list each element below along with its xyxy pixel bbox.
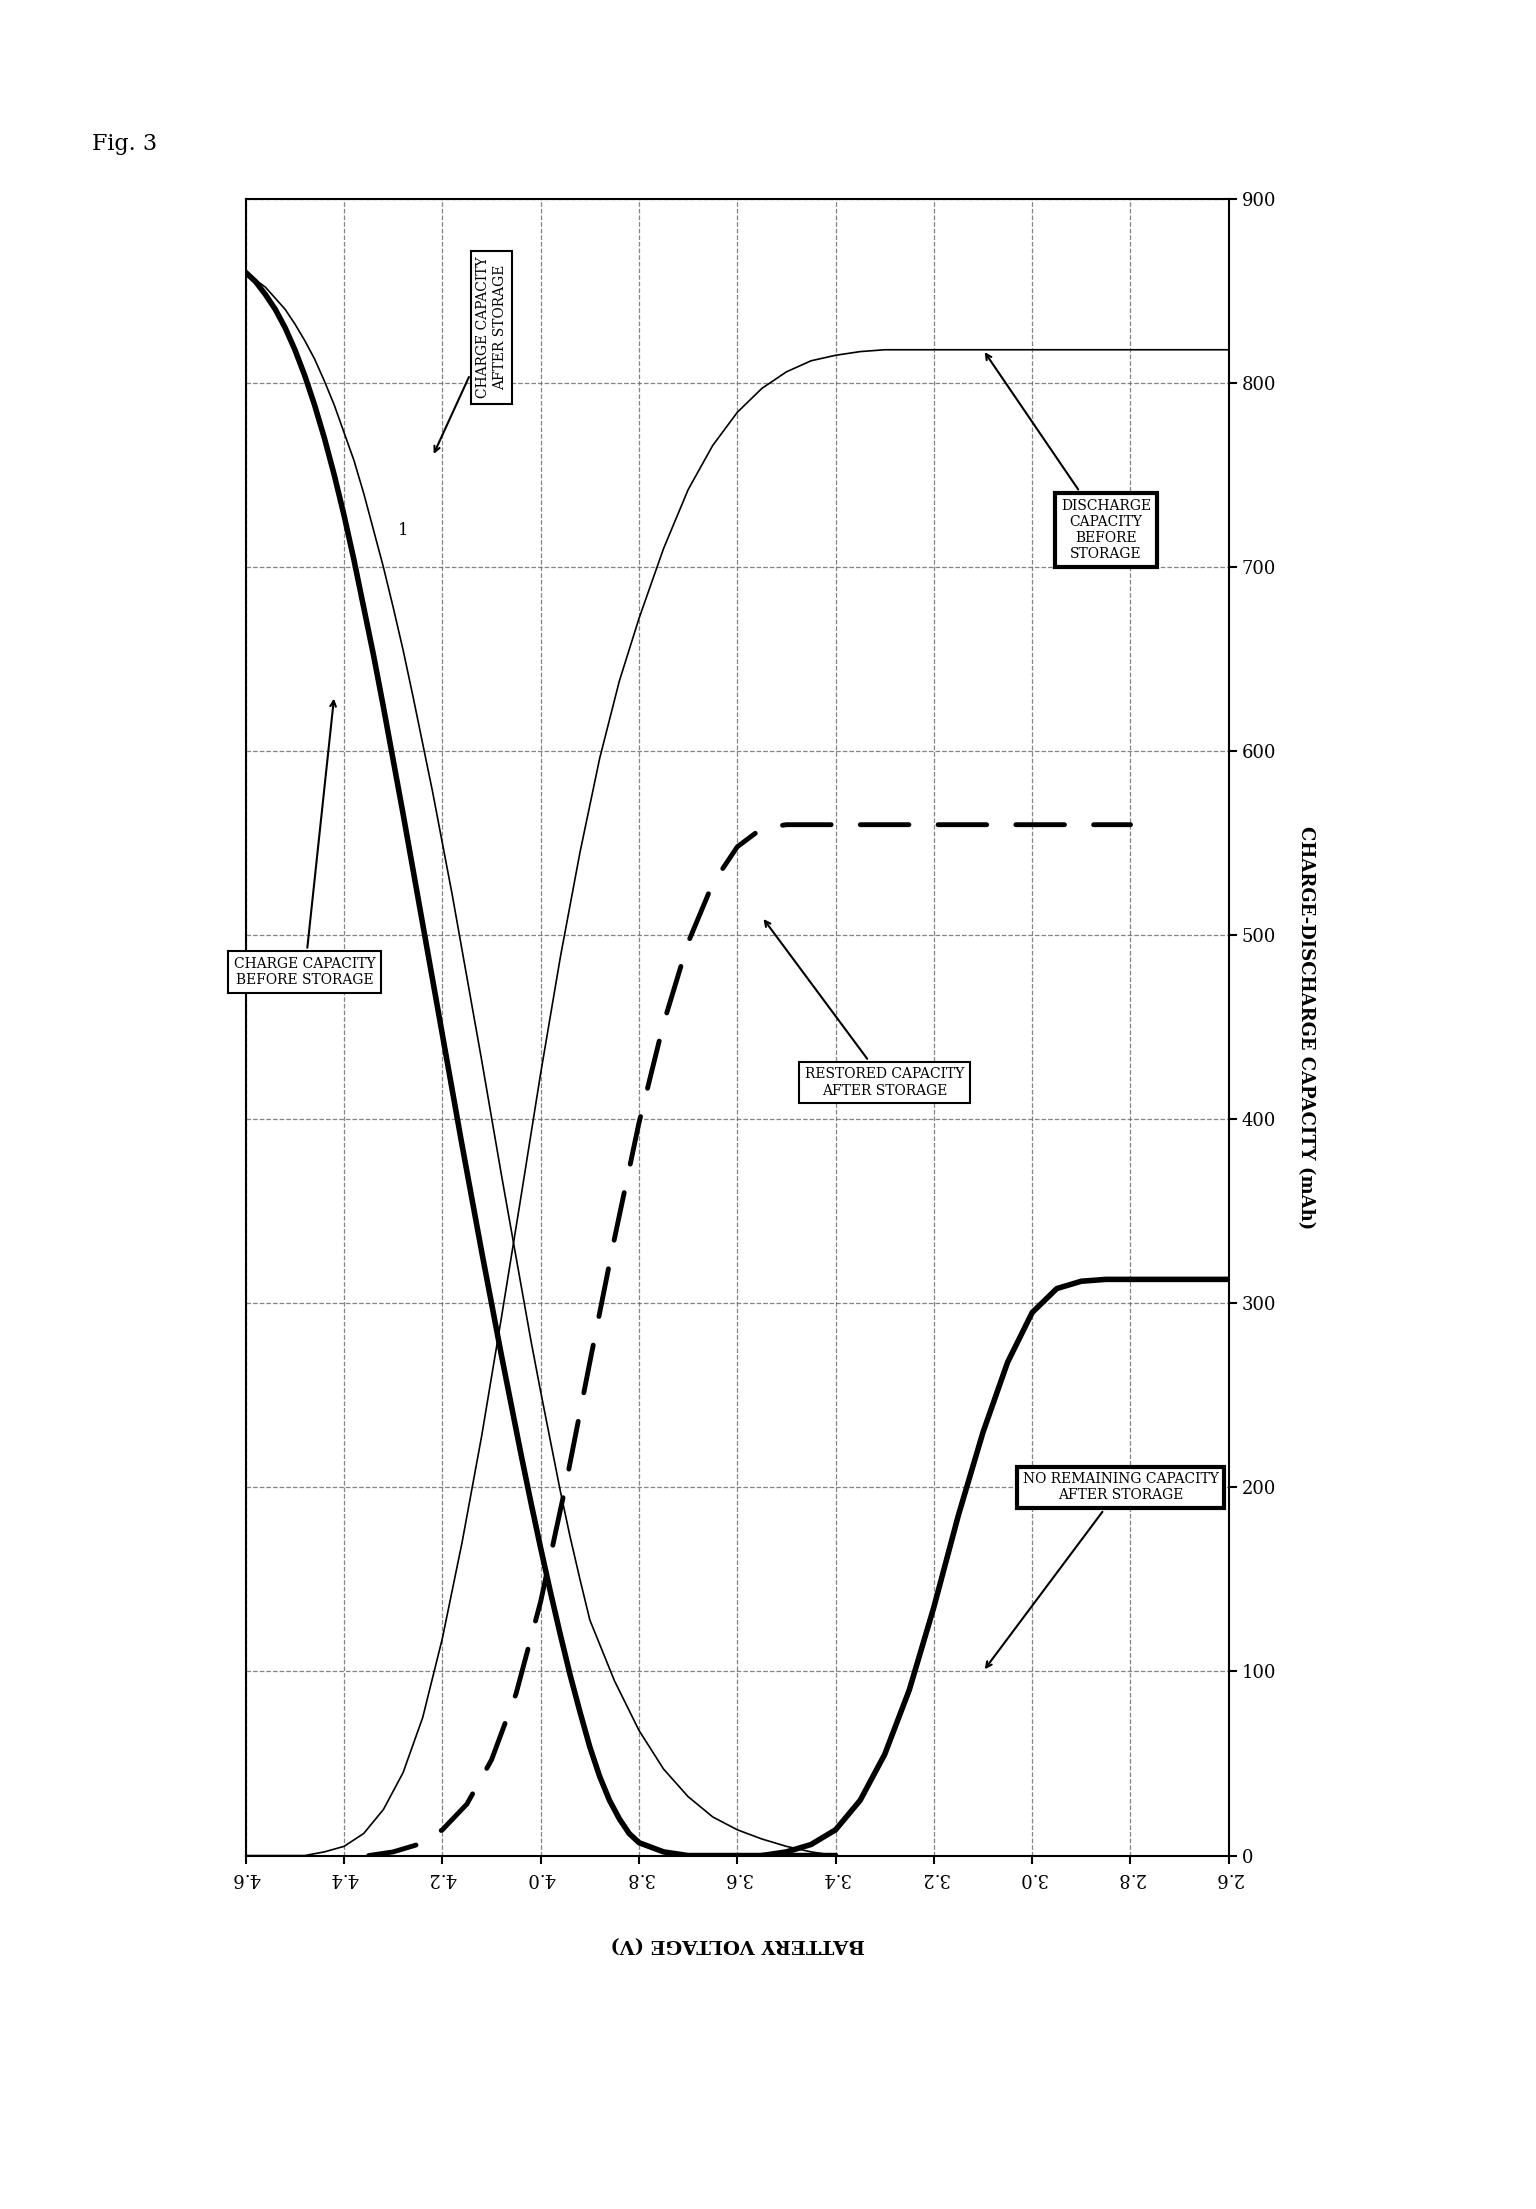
Text: Fig. 3: Fig. 3: [92, 133, 157, 155]
Y-axis label: CHARGE-DISCHARGE CAPACITY (mAh): CHARGE-DISCHARGE CAPACITY (mAh): [1298, 826, 1315, 1228]
X-axis label: BATTERY VOLTAGE (V): BATTERY VOLTAGE (V): [610, 1935, 865, 1953]
Text: CHARGE CAPACITY
AFTER STORAGE: CHARGE CAPACITY AFTER STORAGE: [435, 256, 507, 453]
Text: CHARGE CAPACITY
BEFORE STORAGE: CHARGE CAPACITY BEFORE STORAGE: [233, 700, 376, 987]
Text: RESTORED CAPACITY
AFTER STORAGE: RESTORED CAPACITY AFTER STORAGE: [765, 921, 965, 1098]
Text: DISCHARGE
CAPACITY
BEFORE
STORAGE: DISCHARGE CAPACITY BEFORE STORAGE: [986, 353, 1150, 561]
Text: 1: 1: [398, 521, 409, 539]
Text: NO REMAINING CAPACITY
AFTER STORAGE: NO REMAINING CAPACITY AFTER STORAGE: [986, 1471, 1218, 1668]
